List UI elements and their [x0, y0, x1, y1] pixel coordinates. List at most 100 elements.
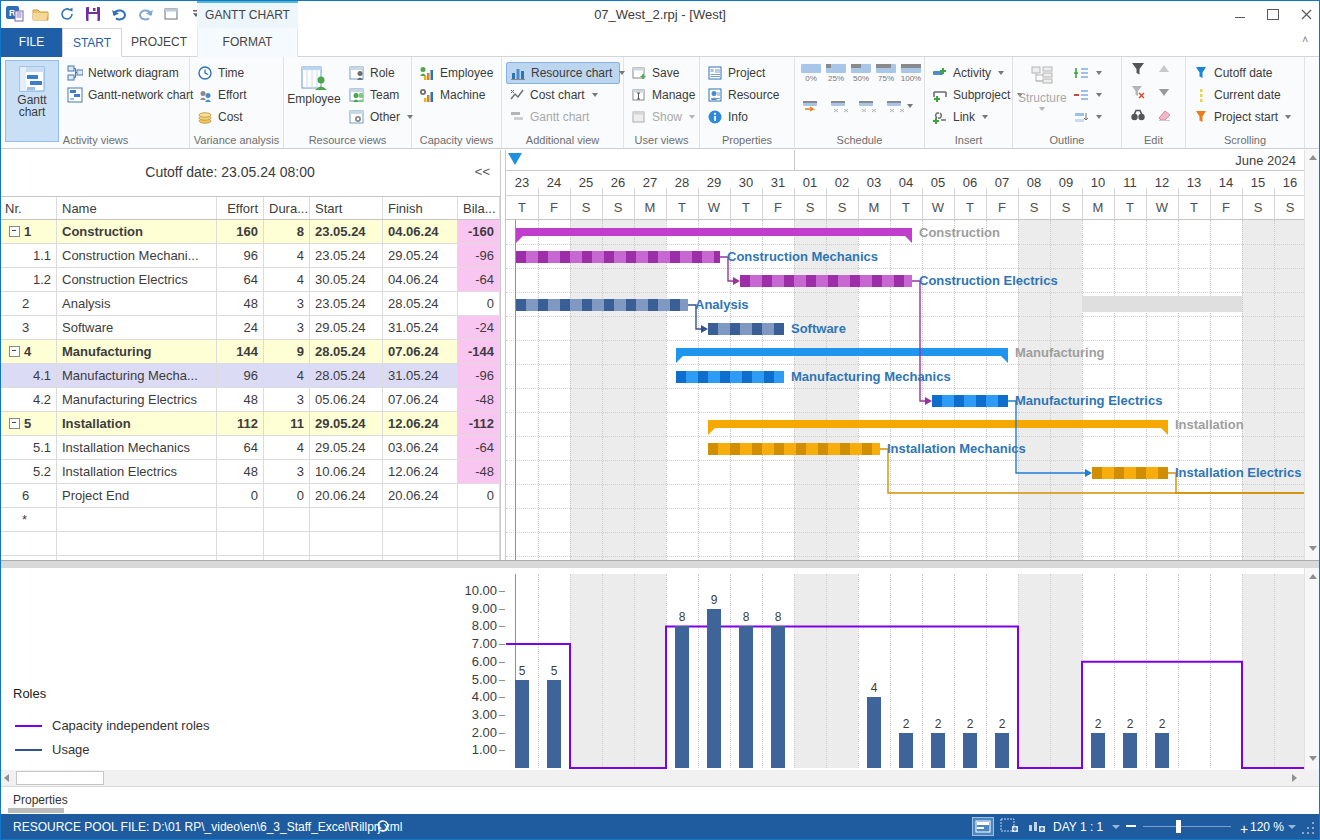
gantt-task-bar[interactable] — [516, 299, 688, 311]
gantt-summary-bar[interactable] — [676, 348, 1008, 356]
column-header-Effort[interactable]: Effort — [217, 197, 264, 219]
histogram-vertical-scrollbar[interactable] — [1304, 568, 1320, 770]
button-filter-funnel[interactable] — [1130, 61, 1152, 81]
button-cost-chart[interactable]: Cost chart — [506, 84, 620, 106]
button-subproject[interactable]: Subproject — [929, 84, 1009, 106]
maximize-button[interactable] — [1267, 9, 1279, 20]
gantt-task-bar[interactable] — [676, 371, 784, 383]
button-employee[interactable]: Employee — [287, 60, 341, 142]
button-progress-0[interactable]: 0% — [799, 62, 823, 84]
button-resource-chart[interactable]: Resource chart — [506, 62, 620, 84]
button-team[interactable]: Team — [346, 84, 408, 106]
button-employee[interactable]: Employee — [416, 62, 498, 84]
table-row[interactable]: 5Installation1121129.05.2412.06.24-112 — [0, 412, 500, 436]
table-row[interactable]: 3Software24329.05.2431.05.24-24 — [0, 316, 500, 340]
button-up-triangle[interactable] — [1156, 61, 1178, 81]
button-outline-plus[interactable] — [1073, 62, 1102, 84]
button-info[interactable]: Info — [704, 106, 791, 128]
zoom-out-button[interactable] — [1126, 825, 1136, 827]
collapse-icon[interactable] — [9, 346, 20, 357]
table-row[interactable]: 1.2Construction Electrics64430.05.2404.0… — [0, 268, 500, 292]
button-other[interactable]: Other — [346, 106, 408, 128]
refresh-icon[interactable] — [375, 818, 391, 834]
gantt-vertical-scrollbar[interactable] — [1304, 150, 1320, 560]
resize-grip[interactable] — [1302, 822, 1316, 834]
view-toggle-gantt-icon[interactable] — [972, 817, 994, 836]
button-gantt-chart[interactable]: Ganttchart — [5, 60, 59, 142]
table-row[interactable]: 1.1Construction Mechani...96423.05.2429.… — [0, 244, 500, 268]
table-row[interactable]: 1Construction160823.05.2404.06.24-160 — [0, 220, 500, 244]
zoom-percent-label[interactable]: 120 % — [1250, 820, 1284, 834]
button-project-start[interactable]: Project start — [1190, 106, 1301, 128]
scroll-left-icon[interactable] — [4, 774, 9, 782]
zoom-slider-track[interactable] — [1143, 826, 1231, 827]
button-outline-minus[interactable] — [1073, 84, 1102, 106]
scroll-down-icon[interactable] — [1309, 546, 1317, 551]
tab-project[interactable]: PROJECT — [122, 28, 196, 57]
button-eraser[interactable] — [1156, 107, 1178, 127]
scroll-down-icon[interactable] — [1309, 756, 1317, 761]
button-filter-x[interactable] — [1130, 84, 1152, 104]
button-cutoff-date[interactable]: Cutoff date — [1190, 62, 1301, 84]
button-current-date[interactable]: Current date — [1190, 84, 1301, 106]
button-network-diagram[interactable]: Network diagram — [64, 62, 186, 84]
table-row[interactable]: 4.2Manufacturing Electrics48305.06.2407.… — [0, 388, 500, 412]
table-row[interactable]: * — [0, 508, 500, 532]
collapse-ribbon-icon[interactable]: ˄ — [1302, 34, 1308, 45]
button-progress-75[interactable]: 75% — [874, 62, 898, 84]
cutoff-marker[interactable] — [508, 153, 522, 165]
button-down-triangle[interactable] — [1156, 84, 1178, 104]
view-toggle-table-icon[interactable] — [999, 817, 1021, 836]
button-effort[interactable]: Effort — [194, 84, 280, 106]
button-project[interactable]: Project — [704, 62, 791, 84]
button-time[interactable]: Time — [194, 62, 280, 84]
zoom-slider-thumb[interactable] — [1176, 820, 1181, 833]
button-resource[interactable]: Resource — [704, 84, 791, 106]
gantt-task-bar[interactable] — [1092, 467, 1168, 479]
button-manage[interactable]: Manage — [628, 84, 696, 106]
button-machine[interactable]: Machine — [416, 84, 498, 106]
button-gantt-chart[interactable]: Gantt chart — [506, 106, 620, 128]
column-header-Bila[interactable]: Bila... — [458, 197, 500, 219]
collapse-icon[interactable] — [9, 418, 20, 429]
gantt-task-bar[interactable] — [516, 251, 720, 263]
close-button[interactable] — [1301, 9, 1312, 20]
column-header-Finish[interactable]: Finish — [383, 197, 458, 219]
scroll-up-icon[interactable] — [1309, 155, 1317, 160]
scroll-right-icon[interactable] — [1292, 774, 1297, 782]
column-header-Dura[interactable]: Dura... — [264, 197, 310, 219]
button-structure[interactable]: Structure — [1018, 60, 1066, 142]
column-header-Nr[interactable]: Nr. — [0, 197, 57, 219]
table-row[interactable]: 6Project End0020.06.2420.06.240 — [0, 484, 500, 508]
zoom-dropdown-icon[interactable] — [1288, 825, 1296, 829]
horizontal-splitter[interactable] — [0, 560, 1320, 568]
collapse-icon[interactable] — [9, 226, 20, 237]
gantt-task-bar[interactable] — [932, 395, 1008, 407]
tab-format[interactable]: FORMAT — [197, 28, 298, 57]
button-progress-100[interactable]: 100% — [899, 62, 923, 84]
scrollbar-thumb[interactable] — [16, 771, 104, 785]
button-schedule-tool-3[interactable] — [857, 95, 881, 117]
button-save[interactable]: Save — [628, 62, 696, 84]
properties-tab[interactable]: Properties — [13, 793, 68, 807]
minimize-button[interactable] — [1235, 17, 1245, 18]
time-scale-label[interactable]: DAY 1 : 1 — [1053, 820, 1103, 834]
table-row[interactable]: 5.1Installation Mechanics64429.05.2403.0… — [0, 436, 500, 460]
scroll-up-icon[interactable] — [1309, 574, 1317, 579]
button-schedule-tool-1[interactable] — [801, 95, 825, 117]
button-outline-move[interactable] — [1073, 106, 1102, 128]
gantt-task-bar[interactable] — [740, 275, 912, 287]
gantt-summary-bar[interactable] — [516, 228, 912, 236]
gantt-task-bar[interactable] — [708, 323, 784, 335]
table-row[interactable]: 4Manufacturing144928.05.2407.06.24-144 — [0, 340, 500, 364]
gantt-summary-bar[interactable] — [708, 420, 1168, 428]
table-row[interactable]: 4.1Manufacturing Mecha...96428.05.2431.0… — [0, 364, 500, 388]
button-link[interactable]: Link — [929, 106, 1009, 128]
tab-file[interactable]: FILE — [1, 28, 62, 57]
table-row[interactable]: 2Analysis48323.05.2428.05.240 — [0, 292, 500, 316]
collapse-table-button[interactable]: << — [475, 164, 490, 179]
gantt-task-bar[interactable] — [708, 443, 880, 455]
button-role[interactable]: Role — [346, 62, 408, 84]
zoom-in-button[interactable]: + — [1240, 821, 1248, 837]
tab-start[interactable]: START — [62, 28, 122, 57]
